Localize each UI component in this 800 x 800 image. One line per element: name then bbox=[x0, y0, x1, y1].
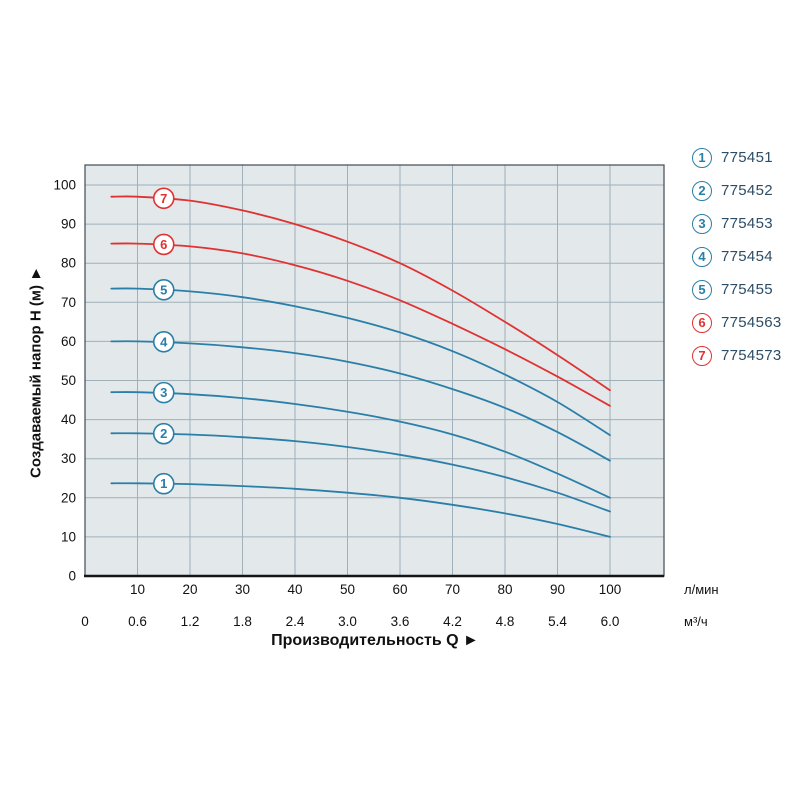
legend-model-number: 775451 bbox=[721, 149, 773, 166]
y-tick-label: 0 bbox=[68, 569, 76, 584]
legend-number-badge: 7 bbox=[692, 345, 712, 366]
plot-area bbox=[85, 165, 664, 576]
x-axis-title: Производительность Q ► bbox=[271, 632, 479, 649]
y-tick-label: 70 bbox=[61, 295, 76, 310]
legend-model-number: 775455 bbox=[721, 281, 773, 298]
legend-item-4: 4 775454 bbox=[692, 246, 782, 267]
unit-label-m3h: м³/ч bbox=[684, 614, 708, 629]
x-tick-label-lmin: 40 bbox=[287, 582, 302, 597]
x-tick-label-lmin: 100 bbox=[599, 582, 622, 597]
x-tick-label-lmin: 10 bbox=[130, 582, 145, 597]
x-tick-label-m3h: 1.2 bbox=[181, 614, 200, 629]
legend-model-number: 7754563 bbox=[721, 314, 782, 331]
legend-model-number: 7754573 bbox=[721, 347, 782, 364]
legend-number-badge: 2 bbox=[692, 180, 712, 201]
legend-model-number: 775452 bbox=[721, 182, 773, 199]
legend-item-3: 3 775453 bbox=[692, 213, 782, 234]
curve-marker-1 bbox=[152, 472, 175, 495]
x-tick-label-lmin: 60 bbox=[392, 582, 407, 597]
curve-marker-3 bbox=[152, 381, 175, 404]
legend-number-badge: 3 bbox=[692, 213, 712, 234]
y-tick-label: 40 bbox=[61, 412, 76, 427]
x-tick-label-lmin: 80 bbox=[497, 582, 512, 597]
x-tick-label-m3h: 1.8 bbox=[233, 614, 252, 629]
unit-label-lmin: л/мин bbox=[684, 582, 719, 597]
curve-marker-number-4: 4 bbox=[160, 334, 168, 349]
legend-number-badge: 1 bbox=[692, 147, 712, 168]
y-tick-label: 100 bbox=[53, 178, 76, 193]
legend-item-7: 7 7754573 bbox=[692, 345, 782, 366]
y-tick-label: 30 bbox=[61, 451, 76, 466]
x-tick-label-lmin: 70 bbox=[445, 582, 460, 597]
curve-marker-number-7: 7 bbox=[160, 191, 167, 206]
curve-marker-number-2: 2 bbox=[160, 426, 167, 441]
curve-marker-2 bbox=[152, 422, 175, 445]
x-tick-label-m3h: 3.0 bbox=[338, 614, 357, 629]
x-tick-label-m3h: 0 bbox=[81, 614, 89, 629]
x-tick-label-m3h: 0.6 bbox=[128, 614, 147, 629]
x-tick-label-m3h: 4.2 bbox=[443, 614, 462, 629]
curve-marker-number-6: 6 bbox=[160, 237, 167, 252]
y-tick-label: 20 bbox=[61, 490, 76, 505]
curve-marker-4 bbox=[152, 330, 175, 353]
y-tick-label: 80 bbox=[61, 256, 76, 271]
legend-number-badge: 4 bbox=[692, 246, 712, 267]
x-tick-label-lmin: 30 bbox=[235, 582, 250, 597]
legend-model-number: 775454 bbox=[721, 248, 773, 265]
x-tick-label-m3h: 3.6 bbox=[391, 614, 410, 629]
x-tick-label-m3h: 6.0 bbox=[601, 614, 620, 629]
y-tick-label: 50 bbox=[61, 373, 76, 388]
x-tick-label-m3h: 5.4 bbox=[548, 614, 567, 629]
legend-item-6: 6 7754563 bbox=[692, 312, 782, 333]
curve-marker-5 bbox=[152, 278, 175, 301]
x-tick-label-m3h: 4.8 bbox=[496, 614, 515, 629]
legend: 1 775451 2 775452 3 775453 4 775454 5 775455 6 7754… bbox=[692, 147, 782, 366]
curve-marker-number-5: 5 bbox=[160, 282, 167, 297]
x-tick-label-lmin: 20 bbox=[182, 582, 197, 597]
curve-marker-number-3: 3 bbox=[160, 385, 167, 400]
legend-item-2: 2 775452 bbox=[692, 180, 782, 201]
x-tick-label-lmin: 90 bbox=[550, 582, 565, 597]
y-tick-label: 60 bbox=[61, 334, 76, 349]
y-tick-label: 10 bbox=[61, 529, 76, 544]
legend-item-1: 1 775451 bbox=[692, 147, 782, 168]
curve-marker-number-1: 1 bbox=[160, 476, 167, 491]
y-tick-label: 90 bbox=[61, 217, 76, 232]
x-tick-label-m3h: 2.4 bbox=[286, 614, 305, 629]
legend-item-5: 5 775455 bbox=[692, 279, 782, 300]
x-tick-label-lmin: 50 bbox=[340, 582, 355, 597]
curve-marker-7 bbox=[152, 187, 175, 210]
legend-number-badge: 6 bbox=[692, 312, 712, 333]
legend-number-badge: 5 bbox=[692, 279, 712, 300]
legend-model-number: 775453 bbox=[721, 215, 773, 232]
curve-marker-6 bbox=[152, 233, 175, 256]
